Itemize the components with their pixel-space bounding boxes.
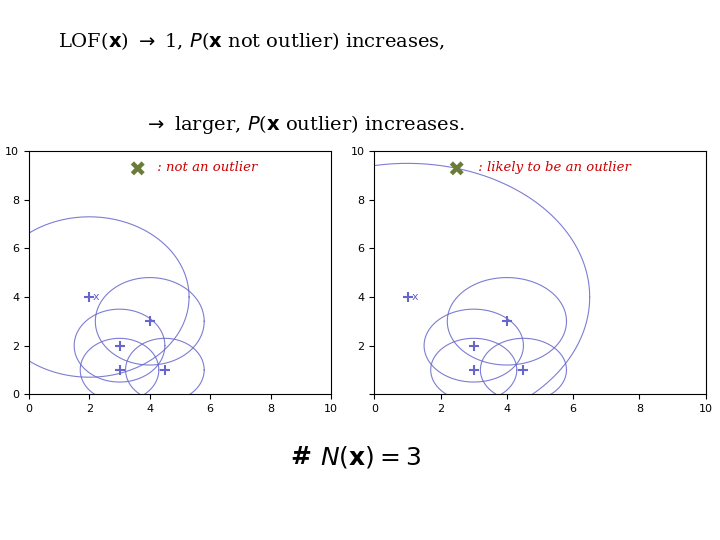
Text: : likely to be an outlier: : likely to be an outlier: [474, 161, 631, 174]
Text: : not an outlier: : not an outlier: [153, 161, 257, 174]
Text: $\mathit{N}(\mathbf{x})=3$: $\mathit{N}(\mathbf{x})=3$: [320, 444, 420, 470]
Text: LOF($\mathbf{x}$) $\rightarrow$ 1, $P$($\mathbf{x}$ not outlier) increases,: LOF($\mathbf{x}$) $\rightarrow$ 1, $P$($…: [58, 30, 445, 52]
Text: x: x: [412, 292, 418, 302]
Text: #: #: [291, 445, 312, 469]
Text: $\rightarrow$ larger, $P$($\mathbf{x}$ outlier) increases.: $\rightarrow$ larger, $P$($\mathbf{x}$ o…: [144, 113, 464, 137]
Text: x: x: [93, 292, 99, 302]
Text: ✖: ✖: [447, 161, 465, 181]
Text: ✖: ✖: [129, 161, 146, 181]
